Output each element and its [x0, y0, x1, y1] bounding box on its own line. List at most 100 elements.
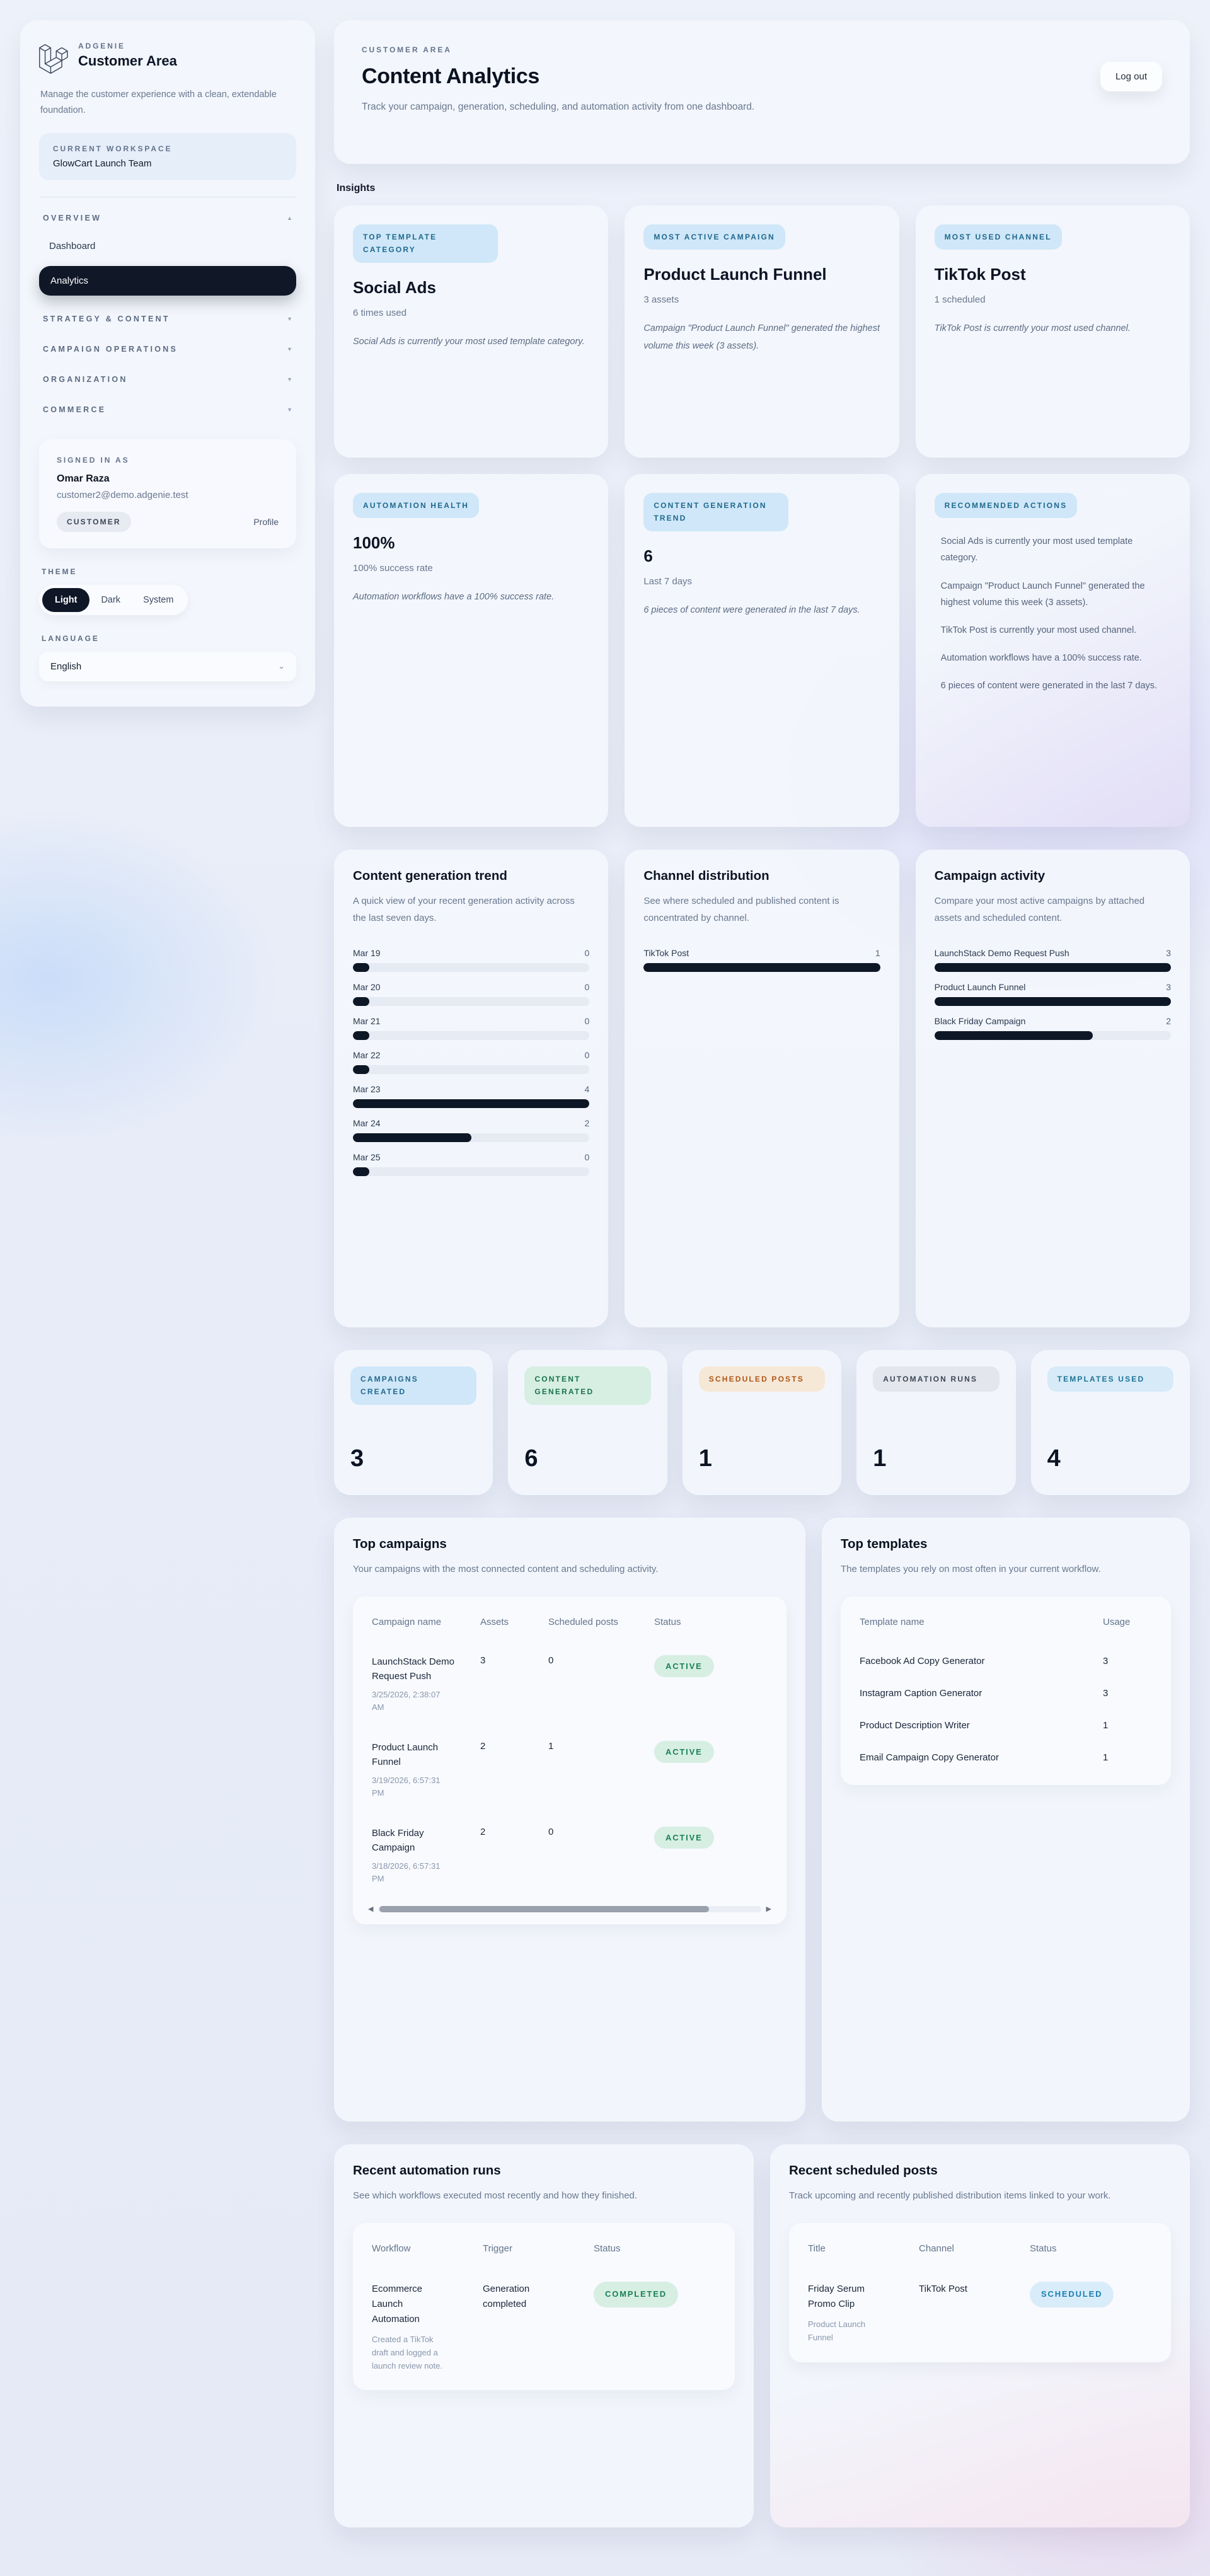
chart-desc: See where scheduled and published conten…	[643, 896, 839, 923]
signed-in-label: SIGNED IN AS	[57, 455, 130, 465]
nav-group-organization[interactable]: ORGANIZATION ▼	[39, 362, 296, 393]
bar-track	[353, 1167, 590, 1176]
insight-card-most-active-campaign: MOST ACTIVE CAMPAIGN Product Launch Funn…	[625, 205, 899, 458]
nav-group-label: CAMPAIGN OPERATIONS	[43, 344, 178, 354]
bar-label: Mar 25	[353, 1152, 381, 1162]
scroll-left-icon[interactable]: ◀	[368, 1905, 374, 1913]
bar-track	[353, 997, 590, 1006]
profile-link[interactable]: Profile	[253, 516, 279, 527]
workflow-cell: Ecommerce Launch Automation Created a Ti…	[368, 2273, 479, 2379]
template-name-cell: Product Description Writer	[860, 1720, 970, 1731]
bar-track	[934, 1031, 1171, 1040]
insights-row-2: AUTOMATION HEALTH 100% 100% success rate…	[334, 474, 1190, 827]
stat-templates-used: TEMPLATES USED 4	[1030, 1350, 1190, 1495]
page-subtitle: Track your campaign, generation, schedul…	[362, 101, 755, 112]
post-title-cell: Friday Serum Promo Clip Product Launch F…	[804, 2273, 915, 2351]
status-cell: ACTIVE	[650, 1644, 770, 1730]
theme-option-light[interactable]: Light	[42, 587, 90, 612]
bar-value: 0	[584, 1016, 590, 1026]
scrollbar-track[interactable]	[378, 1905, 761, 1912]
insight-badge: MOST USED CHANNEL	[934, 224, 1062, 250]
channel-cell: TikTok Post	[915, 2273, 1026, 2351]
insights-row-1: TOP TEMPLATE CATEGORY Social Ads 6 times…	[334, 205, 1190, 458]
bar-value: 0	[584, 1050, 590, 1060]
bar-label: Mar 19	[353, 948, 381, 958]
status-badge: COMPLETED	[594, 2282, 678, 2307]
insight-badge: MOST ACTIVE CAMPAIGN	[643, 224, 785, 250]
column-header: Channel	[919, 2243, 954, 2254]
bar-value: 4	[584, 1084, 590, 1094]
nav-group-overview[interactable]: OVERVIEW ▲	[39, 201, 296, 231]
chevron-down-icon: ⌄	[278, 661, 285, 671]
scheduled-posts-table: Title Channel Status Friday Serum Promo …	[789, 2223, 1171, 2362]
bar-fill	[353, 963, 370, 972]
stat-value: 4	[1047, 1445, 1061, 1472]
panel-desc: See which workflows executed most recent…	[353, 2190, 638, 2201]
chart-title: Content generation trend	[353, 869, 507, 883]
bar-row: Mar 19 0	[353, 948, 590, 972]
bar-track	[353, 1065, 590, 1074]
sidebar-nav: OVERVIEW ▲ Dashboard Analytics STRATEGY …	[39, 196, 296, 423]
insight-title: TikTok Post	[934, 265, 1026, 284]
assets-cell: 2	[480, 1741, 486, 1752]
column-header: Status	[654, 1617, 681, 1627]
insight-title: Product Launch Funnel	[643, 265, 827, 284]
logout-button[interactable]: Log out	[1100, 62, 1162, 91]
insight-note: Campaign "Product Launch Funnel" generat…	[643, 323, 880, 352]
adgenie-logo-icon	[39, 44, 68, 74]
insight-title: 100%	[353, 533, 395, 553]
campaign-name: LaunchStack Demo Request Push	[372, 1656, 454, 1682]
bar-track	[643, 963, 880, 972]
panel-desc: Track upcoming and recently published di…	[789, 2190, 1111, 2201]
bar-row: Mar 22 0	[353, 1050, 590, 1074]
user-name: Omar Raza	[57, 473, 110, 484]
insight-badge: RECOMMENDED ACTIONS	[934, 493, 1078, 519]
scrollbar-thumb[interactable]	[379, 1905, 709, 1912]
nav-group-commerce[interactable]: COMMERCE ▼	[39, 393, 296, 423]
bar-value: 1	[875, 948, 880, 958]
campaign-date: 3/19/2026, 6:57:31 PM	[372, 1776, 441, 1798]
bar-row: Product Launch Funnel 3	[934, 982, 1171, 1006]
sidebar-item-analytics[interactable]: Analytics	[39, 265, 296, 296]
bar-track	[353, 1133, 590, 1142]
insight-card-most-used-channel: MOST USED CHANNEL TikTok Post 1 schedule…	[915, 205, 1190, 458]
theme-option-system[interactable]: System	[143, 594, 174, 605]
stat-scheduled-posts: SCHEDULED POSTS 1	[682, 1350, 842, 1495]
insight-meta: 3 assets	[643, 294, 679, 306]
panel-desc: The templates you rely on most often in …	[841, 1564, 1101, 1574]
brand-title: Customer Area	[78, 53, 177, 69]
bar-value: 0	[584, 948, 590, 958]
theme-option-dark[interactable]: Dark	[101, 594, 121, 605]
bar-track	[934, 997, 1171, 1006]
insight-badge: AUTOMATION HEALTH	[353, 493, 480, 519]
top-campaigns-panel: Top campaigns Your campaigns with the mo…	[334, 1518, 805, 2122]
status-cell: SCHEDULED	[1026, 2273, 1156, 2351]
nav-group-campaign-operations[interactable]: CAMPAIGN OPERATIONS ▼	[39, 332, 296, 362]
column-header: Title	[808, 2243, 826, 2254]
chart-desc: Compare your most active campaigns by at…	[934, 896, 1145, 923]
insight-note: TikTok Post is currently your most used …	[934, 323, 1131, 334]
bar-track	[353, 963, 590, 972]
language-select[interactable]: English ⌄	[39, 651, 296, 681]
campaign-name-cell: Black Friday Campaign 3/18/2026, 6:57:31…	[368, 1815, 476, 1901]
charts-row: Content generation trend A quick view of…	[334, 850, 1190, 1327]
channel-distribution-chart: Channel distribution See where scheduled…	[625, 850, 899, 1327]
workflow-note: Created a TikTok draft and logged a laun…	[372, 2335, 443, 2371]
insight-note: Automation workflows have a 100% success…	[353, 592, 555, 603]
insight-badge: TOP TEMPLATE CATEGORY	[353, 224, 498, 263]
bar-value: 2	[584, 1118, 590, 1128]
nav-group-label: STRATEGY & CONTENT	[43, 314, 170, 323]
bar-label: TikTok Post	[643, 948, 689, 958]
chevron-down-icon: ▼	[287, 345, 292, 352]
sidebar-item-dashboard[interactable]: Dashboard	[49, 240, 96, 251]
stat-value: 1	[873, 1445, 887, 1472]
nav-group-strategy-content[interactable]: STRATEGY & CONTENT ▼	[39, 302, 296, 332]
scroll-right-icon[interactable]: ▶	[766, 1905, 771, 1913]
bar-row: Mar 25 0	[353, 1152, 590, 1176]
stat-badge: AUTOMATION RUNS	[873, 1366, 1000, 1392]
bar-fill	[353, 1167, 370, 1176]
campaign-name-cell: LaunchStack Demo Request Push 3/25/2026,…	[368, 1644, 476, 1730]
bar-label: Product Launch Funnel	[934, 982, 1026, 992]
horizontal-scrollbar: ◀ ▶	[368, 1905, 771, 1913]
stat-value: 3	[350, 1445, 364, 1472]
